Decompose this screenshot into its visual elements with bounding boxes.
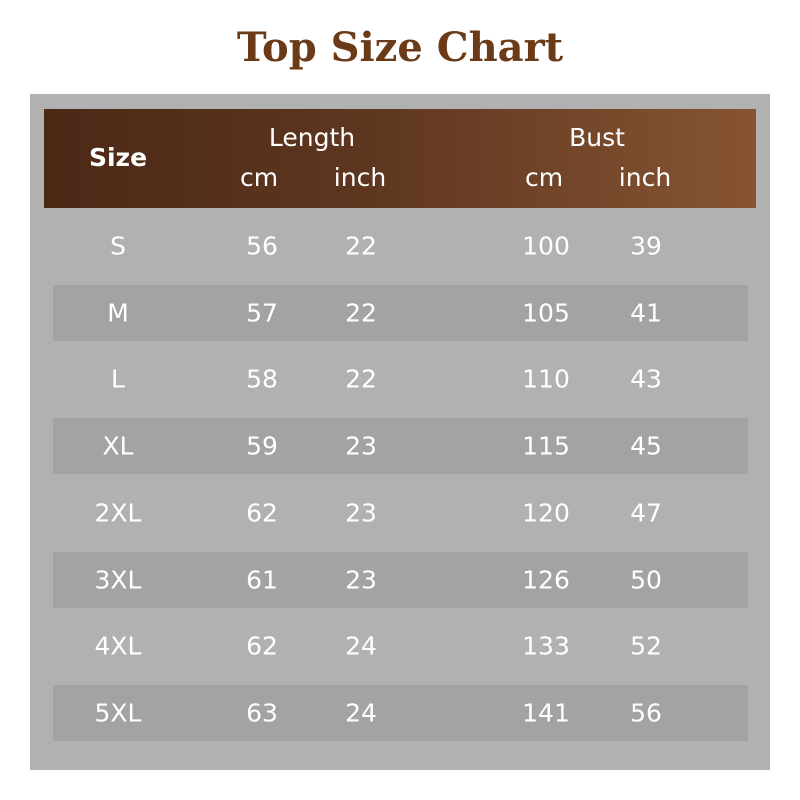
cell-length-cm: 62 bbox=[246, 631, 278, 661]
cell-bust-cm: 100 bbox=[522, 231, 570, 261]
header-bust-cm: cm bbox=[524, 163, 564, 192]
table-row: M 57 22 105 41 bbox=[53, 284, 748, 341]
cell-size: 2XL bbox=[94, 498, 142, 528]
cell-bust-cm: 141 bbox=[522, 698, 570, 728]
table-header: Size Length cm inch Bust cm inch bbox=[44, 109, 756, 208]
cell-bust-inch: 52 bbox=[630, 631, 662, 661]
cell-length-inch: 22 bbox=[345, 298, 377, 328]
header-bust: Bust bbox=[569, 123, 625, 152]
header-size: Size bbox=[88, 143, 148, 172]
cell-length-inch: 22 bbox=[345, 231, 377, 261]
cell-length-inch: 22 bbox=[345, 364, 377, 394]
cell-length-cm: 57 bbox=[246, 298, 278, 328]
cell-length-cm: 63 bbox=[246, 698, 278, 728]
cell-bust-inch: 56 bbox=[630, 698, 662, 728]
cell-length-cm: 61 bbox=[246, 565, 278, 594]
table-row: 3XL 61 23 126 50 bbox=[53, 551, 748, 608]
cell-length-cm: 58 bbox=[246, 364, 278, 394]
header-length-inch: inch bbox=[333, 163, 387, 192]
cell-size: L bbox=[111, 364, 125, 394]
cell-size: 3XL bbox=[94, 565, 142, 594]
cell-size: 4XL bbox=[94, 631, 142, 661]
cell-bust-cm: 105 bbox=[522, 298, 570, 328]
cell-size: S bbox=[110, 231, 126, 261]
cell-bust-cm: 126 bbox=[522, 565, 570, 594]
cell-bust-cm: 120 bbox=[522, 498, 570, 528]
cell-bust-cm: 110 bbox=[522, 364, 570, 394]
cell-bust-inch: 41 bbox=[630, 298, 662, 328]
cell-length-cm: 59 bbox=[246, 431, 278, 461]
cell-bust-inch: 50 bbox=[630, 565, 662, 594]
cell-length-inch: 24 bbox=[345, 698, 377, 728]
cell-bust-cm: 133 bbox=[522, 631, 570, 661]
cell-length-inch: 23 bbox=[345, 431, 377, 461]
cell-length-inch: 24 bbox=[345, 631, 377, 661]
cell-length-inch: 23 bbox=[345, 565, 377, 594]
page-title: Top Size Chart bbox=[236, 24, 564, 71]
table-row: 2XL 62 23 120 47 bbox=[53, 485, 748, 541]
cell-bust-inch: 47 bbox=[630, 498, 662, 528]
cell-bust-inch: 39 bbox=[630, 231, 662, 261]
cell-size: M bbox=[107, 298, 129, 328]
cell-size: 5XL bbox=[94, 698, 142, 728]
cell-length-inch: 23 bbox=[345, 498, 377, 528]
cell-length-cm: 62 bbox=[246, 498, 278, 528]
table-row: S 56 22 100 39 bbox=[53, 218, 748, 274]
header-bust-inch: inch bbox=[618, 163, 672, 192]
header-length-cm: cm bbox=[239, 163, 279, 192]
header-length: Length bbox=[268, 123, 356, 152]
cell-size: XL bbox=[102, 431, 134, 461]
cell-bust-inch: 45 bbox=[630, 431, 662, 461]
cell-bust-inch: 43 bbox=[630, 364, 662, 394]
table-row: 5XL 63 24 141 56 bbox=[53, 684, 748, 741]
table-row: XL 59 23 115 45 bbox=[53, 418, 748, 475]
table-row: 4XL 62 24 133 52 bbox=[53, 618, 748, 674]
cell-length-cm: 56 bbox=[246, 231, 278, 261]
table-row: L 58 22 110 43 bbox=[53, 351, 748, 407]
cell-bust-cm: 115 bbox=[522, 431, 570, 461]
